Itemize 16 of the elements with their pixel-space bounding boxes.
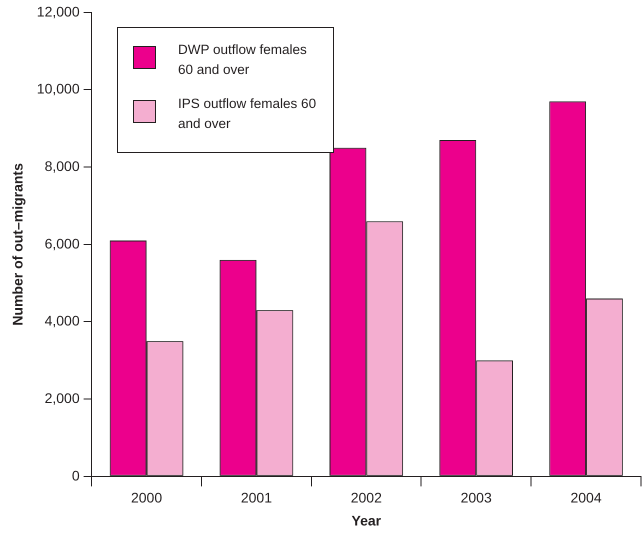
x-tick-label: 2003 xyxy=(460,490,492,506)
y-tick-label: 10,000 xyxy=(36,80,80,97)
y-tick-label: 6,000 xyxy=(44,235,80,252)
y-tick-label: 2,000 xyxy=(44,390,80,406)
y-tick-label: 12,000 xyxy=(36,3,80,20)
y-tick-label: 0 xyxy=(72,467,80,484)
legend-label: DWP outflow females 60 and over xyxy=(178,41,308,79)
y-tick-label: 4,000 xyxy=(44,312,80,329)
x-tick-label: 2002 xyxy=(350,490,382,506)
x-axis-title: Year xyxy=(352,512,382,528)
x-tick-label: 2001 xyxy=(240,490,272,506)
x-tick-label: 2004 xyxy=(570,490,602,506)
y-tick-label: 8,000 xyxy=(44,158,80,174)
legend-label: IPS outflow females 60 and over xyxy=(178,95,318,133)
x-tick-label: 2000 xyxy=(130,490,162,506)
y-axis-title: Number of out–migrants xyxy=(9,162,26,326)
